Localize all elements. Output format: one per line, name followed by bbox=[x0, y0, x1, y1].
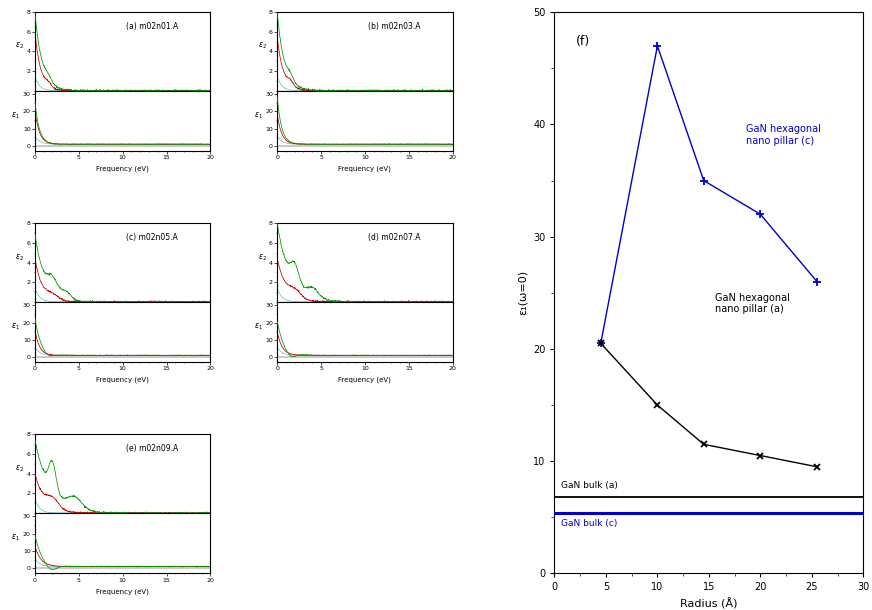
Y-axis label: $\varepsilon_1$: $\varepsilon_1$ bbox=[254, 321, 262, 332]
X-axis label: Frequency (eV): Frequency (eV) bbox=[338, 166, 392, 173]
Y-axis label: $\varepsilon_2$: $\varepsilon_2$ bbox=[257, 41, 267, 51]
Y-axis label: $\varepsilon_1$: $\varepsilon_1$ bbox=[11, 321, 20, 332]
Text: (f): (f) bbox=[576, 35, 590, 48]
Y-axis label: $\varepsilon_1$: $\varepsilon_1$ bbox=[11, 110, 20, 121]
Text: (d) m02n07.A: (d) m02n07.A bbox=[369, 233, 421, 242]
Text: (e) m02n09.A: (e) m02n09.A bbox=[126, 444, 179, 453]
Text: GaN bulk (a): GaN bulk (a) bbox=[561, 481, 617, 490]
X-axis label: Frequency (eV): Frequency (eV) bbox=[96, 166, 149, 173]
Y-axis label: $\varepsilon_2$: $\varepsilon_2$ bbox=[16, 41, 24, 51]
Text: GaN hexagonal
nano pillar (c): GaN hexagonal nano pillar (c) bbox=[746, 124, 821, 146]
Text: (b) m02n03.A: (b) m02n03.A bbox=[369, 21, 421, 30]
Text: GaN bulk (c): GaN bulk (c) bbox=[561, 519, 617, 528]
Y-axis label: $\varepsilon_2$: $\varepsilon_2$ bbox=[257, 252, 267, 262]
Y-axis label: $\varepsilon_1$: $\varepsilon_1$ bbox=[254, 110, 262, 121]
Y-axis label: $\varepsilon_2$: $\varepsilon_2$ bbox=[16, 463, 24, 474]
X-axis label: Radius (Å): Radius (Å) bbox=[680, 598, 738, 609]
X-axis label: Frequency (eV): Frequency (eV) bbox=[96, 588, 149, 595]
Text: (c) m02n05.A: (c) m02n05.A bbox=[126, 233, 178, 242]
X-axis label: Frequency (eV): Frequency (eV) bbox=[96, 377, 149, 384]
X-axis label: Frequency (eV): Frequency (eV) bbox=[338, 377, 392, 384]
Y-axis label: $\varepsilon_1$: $\varepsilon_1$ bbox=[11, 533, 20, 543]
Text: (a) m02n01.A: (a) m02n01.A bbox=[126, 21, 179, 30]
Y-axis label: $\varepsilon_2$: $\varepsilon_2$ bbox=[16, 252, 24, 262]
Y-axis label: ε₁(ω=0): ε₁(ω=0) bbox=[517, 270, 528, 315]
Text: GaN hexagonal
nano pillar (a): GaN hexagonal nano pillar (a) bbox=[715, 293, 790, 314]
